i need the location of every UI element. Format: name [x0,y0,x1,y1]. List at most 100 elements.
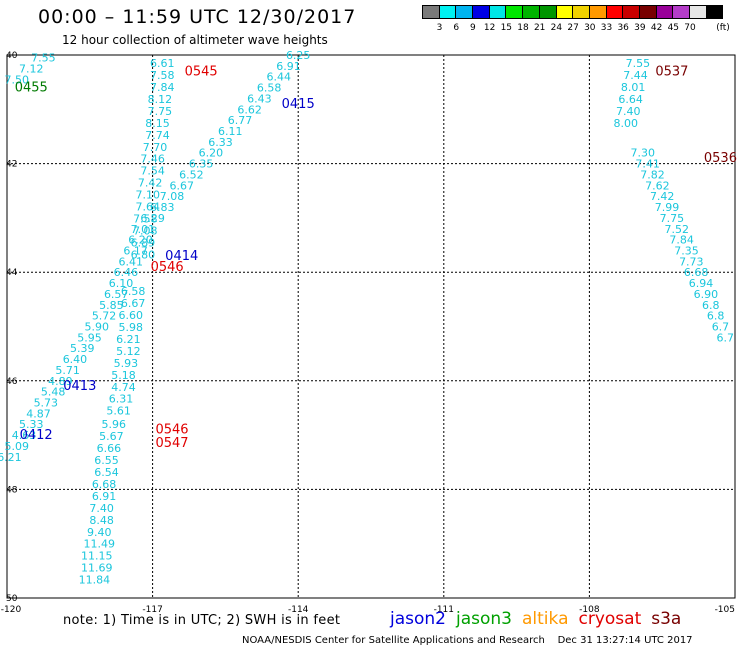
wave-height-value: 7.73 [679,255,704,268]
wave-height-value: 5.73 [34,397,59,410]
pass-time-label: 0545 [185,64,218,79]
lon-tick-label: -111 [434,605,454,615]
legend-label: 39 [634,23,646,33]
lat-tick-label: 40 [6,51,18,61]
wave-height-value: 11.49 [83,538,115,551]
wave-height-value: 5.93 [114,357,139,370]
wave-height-value: 8.01 [621,81,646,94]
legend-labels: 3 6 9 12 15 18 21 24 27 30 33 36 39 42 45 70 (ft) [422,23,740,37]
wave-height-value: 6.35 [189,158,214,171]
wave-height-value: 7.58 [133,212,158,225]
lon-tick-label: -114 [288,605,309,615]
wave-height-value: 7.62 [645,179,670,192]
wave-height-value: 6.25 [286,49,311,62]
wave-height-value: 7.40 [89,502,114,515]
lat-tick-label: 48 [6,485,18,495]
pass-time-label: 0413 [63,379,96,394]
wave-height-value: 5.90 [85,321,110,334]
wave-height-value: 7.42 [138,177,163,190]
pass-time-label: 0547 [155,436,188,451]
wave-height-value: 6.91 [276,60,301,73]
wave-height-value: 6.67 [169,179,194,192]
wave-height-value: 6.90 [694,288,719,301]
wave-height-value: 4.89 [48,375,73,388]
lat-tick-label: 46 [6,377,18,387]
pass-time-label: 0546 [151,260,184,275]
page-title: 00:00 – 11:59 UTC 12/30/2017 [38,6,357,28]
legend-swatches [422,5,724,19]
legend-label: 24 [550,23,563,33]
legend-label: 12 [483,23,496,33]
wave-height-value: 6.29 [140,212,165,225]
legend-label: 3 [436,23,443,33]
wave-height-value: 6.58 [257,82,282,95]
wave-height-value: 5.96 [102,418,127,431]
wave-height-value: 6.68 [92,478,117,491]
legend-label: 21 [533,23,546,33]
wave-height-value: 7.54 [140,165,165,178]
satellite-legend: jason2 jason3 altika cryosat s3a [390,609,691,629]
pass-time-label: 0536 [704,151,737,166]
wave-height-value: 7.75 [148,105,173,118]
legend-label: 45 [667,23,680,33]
pass-time-label: 0546 [155,423,188,438]
wave-height-value: 6.7 [712,321,730,334]
wave-height-value: 8.12 [148,93,173,106]
wave-height-value: 5.48 [41,386,66,399]
wave-height-value: 7.08 [160,190,185,203]
wave-height-value: 4.63 [12,429,37,442]
wave-height-value: 8.48 [89,514,114,527]
wave-height-value: 6.66 [97,442,122,455]
wave-height-value: 7.75 [660,212,685,225]
wave-height-value: 6.91 [92,490,117,503]
wave-height-value: 6.94 [689,277,714,290]
satellite-name: altika [522,609,569,629]
legend-label: 42 [650,23,663,33]
wave-height-value: 6.31 [109,393,134,406]
wave-height-value: 8.15 [145,117,170,130]
lat-tick-label: 50 [6,594,18,604]
satellite-name: cryosat [578,609,642,629]
legend-label: 15 [500,23,513,33]
wave-height-value: 7.30 [631,147,656,160]
legend-label: 9 [470,23,476,33]
lat-tick-label: 42 [6,160,17,170]
wave-height-value: 6.77 [228,114,253,127]
wave-height-value: 5.95 [77,331,102,344]
wave-height-value: 7.42 [650,190,675,203]
wave-height-value: 6.60 [119,309,144,322]
color-legend: 3 6 9 12 15 18 21 24 27 30 33 36 39 42 45 70 (ft) [422,5,730,33]
legend-label: 18 [517,23,529,33]
legend-swatch [705,5,724,19]
satellite-name: s3a [651,609,682,629]
wave-height-value: 6.21 [0,451,22,464]
legend-label: 33 [600,23,613,33]
wave-height-value: 5.61 [106,405,131,418]
wave-height-value: 6.7 [717,331,735,344]
wave-height-value: 7.70 [143,141,168,154]
wave-height-value: 6.40 [63,353,88,366]
wave-height-value: 7.35 [674,244,699,257]
wave-height-value: 6.46 [114,266,139,279]
wave-height-value: 7.99 [655,201,680,214]
wave-height-value: 5.09 [4,440,29,453]
wave-height-value: 7.74 [145,129,170,142]
wave-height-value: 6.68 [684,266,709,279]
wave-height-value: 6.57 [104,288,129,301]
pass-time-label: 0415 [282,97,315,112]
pass-time-label: 0412 [20,428,53,443]
map-frame [6,54,736,599]
lon-tick-label: -105 [715,605,735,615]
wave-height-value: 5.85 [99,299,124,312]
wave-height-value: 6.67 [121,297,146,310]
wave-height-value: 6.33 [208,136,233,149]
lat-tick-label: 44 [6,268,18,278]
wave-height-value: 6.10 [109,277,134,290]
wave-height-value: 7.41 [635,158,660,171]
wave-height-value: 7.08 [133,224,158,237]
wave-height-value: 6.54 [94,466,119,479]
wave-height-value: 7.10 [135,189,160,202]
legend-label: 30 [584,23,596,33]
wave-height-value: 7.50 [4,73,29,86]
